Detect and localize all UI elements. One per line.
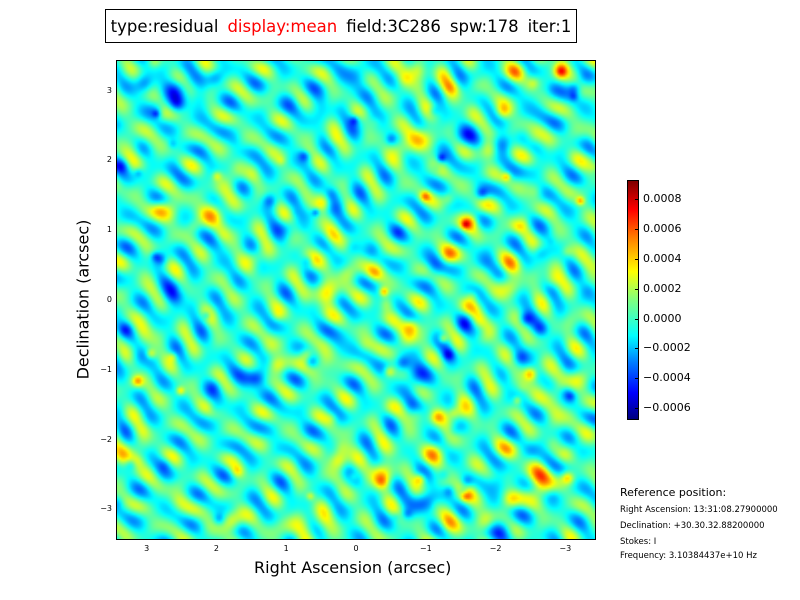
heatmap-image[interactable] [117,61,595,539]
colorbar-tick-mark [635,408,639,410]
y-tick-label: −1 [100,364,112,374]
y-tick-label: 0 [106,295,112,304]
reference-dec: Declination: +30.30.32.88200000 [620,521,765,531]
y-axis-label: Declination (arcsec) [73,219,93,380]
colorbar-tick-mark [635,229,639,231]
y-tick-label: −2 [100,434,112,444]
colorbar-tick-mark [635,318,639,320]
colorbar-tick-mark [635,199,639,201]
title-display: display:mean [227,16,338,36]
title-spw: spw:178 [449,16,519,36]
colorbar-tick-mark [635,348,639,350]
colorbar-tick-mark [635,259,639,260]
colorbar-tick-label: 0.0004 [643,252,682,265]
y-tick-label: 2 [106,155,112,165]
colorbar-tick-mark [635,378,639,380]
title-iter: iter:1 [527,16,572,36]
title-type: type:residual [110,16,219,36]
x-tick-label: −1 [419,544,432,553]
x-tick-label: −2 [489,544,502,553]
y-tick-label: −3 [100,504,112,514]
colorbar-tick-label: 0.0006 [643,222,682,236]
title-box: type:residual display:mean field:3C286 s… [105,9,577,43]
colorbar-tick-label: 0.0000 [643,311,682,325]
colorbar-tick-label: −0.0006 [643,401,691,415]
reference-heading: Reference position: [620,486,727,499]
colorbar-tick-label: 0.0008 [643,192,682,206]
reference-stokes: Stokes: I [620,537,657,547]
x-tick-label: 2 [213,544,219,553]
x-tick-label: 1 [283,544,289,553]
x-tick-label: −3 [559,544,572,553]
residual-image-plot[interactable] [116,60,596,540]
colorbar-tick-mark [635,288,639,290]
title-field: field:3C286 [346,16,441,36]
reference-ra: Right Ascension: 13:31:08.27900000 [620,505,778,515]
colorbar-tick-label: −0.0002 [643,341,691,355]
colorbar [627,180,639,420]
reference-frequency: Frequency: 3.10384437e+10 Hz [620,551,757,561]
x-tick-label: 0 [353,544,359,553]
colorbar-tick-label: −0.0004 [643,371,691,385]
x-tick-label: 3 [144,544,150,553]
x-axis-label: Right Ascension (arcsec) [254,558,452,577]
y-tick-label: 1 [106,225,112,235]
y-tick-label: 3 [106,85,112,95]
colorbar-tick-label: 0.0002 [643,281,682,295]
